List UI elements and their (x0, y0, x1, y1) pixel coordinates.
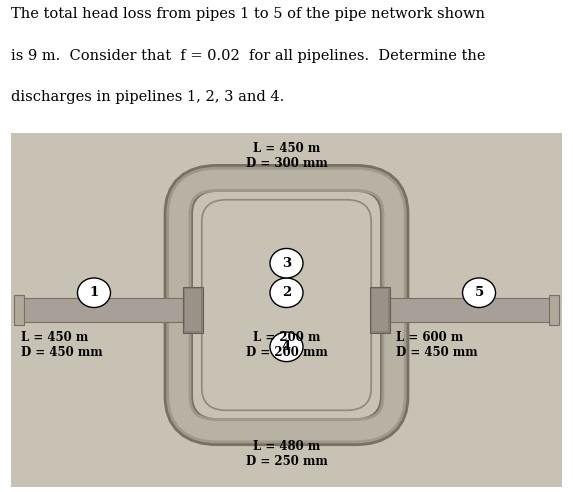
Bar (390, 298, 559, 322)
Circle shape (270, 248, 303, 278)
Bar (14, 295, 24, 325)
Bar (549, 295, 559, 325)
Text: 5: 5 (474, 286, 484, 299)
Circle shape (270, 332, 303, 362)
Text: discharges in pipelines 1, 2, 3 and 4.: discharges in pipelines 1, 2, 3 and 4. (11, 90, 285, 104)
Circle shape (77, 278, 111, 308)
Text: L = 600 m
D = 450 mm: L = 600 m D = 450 mm (396, 331, 477, 359)
FancyBboxPatch shape (193, 192, 380, 418)
Text: L = 450 m
D = 300 mm: L = 450 m D = 300 mm (246, 142, 327, 170)
Text: 2: 2 (282, 286, 291, 299)
Text: The total head loss from pipes 1 to 5 of the pipe network shown: The total head loss from pipes 1 to 5 of… (11, 7, 485, 22)
Bar (372, 288, 388, 332)
Text: 4: 4 (282, 340, 291, 353)
Text: L = 200 m
D = 200 mm: L = 200 m D = 200 mm (246, 331, 327, 359)
Text: L = 480 m
D = 250 mm: L = 480 m D = 250 mm (246, 440, 327, 468)
Bar (185, 288, 201, 332)
Bar (183, 286, 203, 334)
Text: L = 450 m
D = 450 mm: L = 450 m D = 450 mm (21, 331, 103, 359)
Bar (370, 286, 390, 334)
Text: 3: 3 (282, 257, 291, 270)
Text: is 9 m.  Consider that  f = 0.02  for all pipelines.  Determine the: is 9 m. Consider that f = 0.02 for all p… (11, 49, 486, 63)
Circle shape (270, 278, 303, 308)
Bar (14, 298, 183, 322)
Text: 1: 1 (89, 286, 99, 299)
Circle shape (462, 278, 496, 308)
